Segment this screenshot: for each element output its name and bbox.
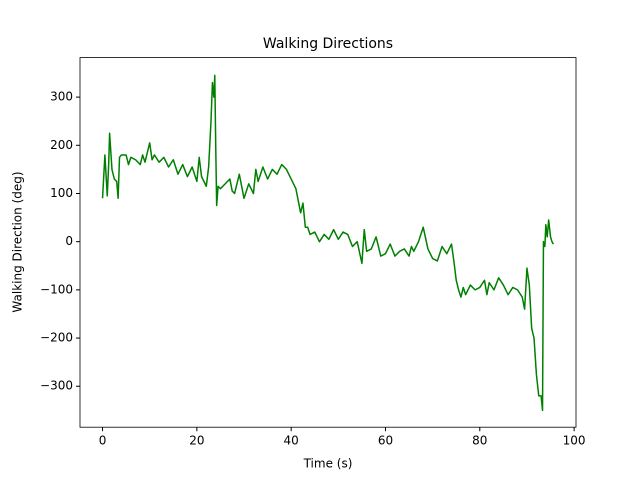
x-tick-label: 100 xyxy=(563,434,586,448)
y-tick-label: −300 xyxy=(40,379,73,393)
x-tick-label: 20 xyxy=(189,434,204,448)
x-tick-label: 80 xyxy=(472,434,487,448)
y-tick-label: −200 xyxy=(40,331,73,345)
chart-title: Walking Directions xyxy=(263,36,393,52)
y-tick-label: 100 xyxy=(50,186,73,200)
y-tick-label: 200 xyxy=(50,138,73,152)
y-axis-label: Walking Direction (deg) xyxy=(11,171,25,312)
x-axis-label: Time (s) xyxy=(303,457,353,471)
plot-frame xyxy=(79,57,577,428)
x-tick-label: 40 xyxy=(284,434,299,448)
y-tick-label: −100 xyxy=(40,282,73,296)
data-line xyxy=(101,74,555,412)
y-tick-label: 0 xyxy=(65,234,73,248)
y-tick-label: 300 xyxy=(50,90,73,104)
x-tick-label: 0 xyxy=(99,434,107,448)
x-tick-label: 60 xyxy=(378,434,393,448)
